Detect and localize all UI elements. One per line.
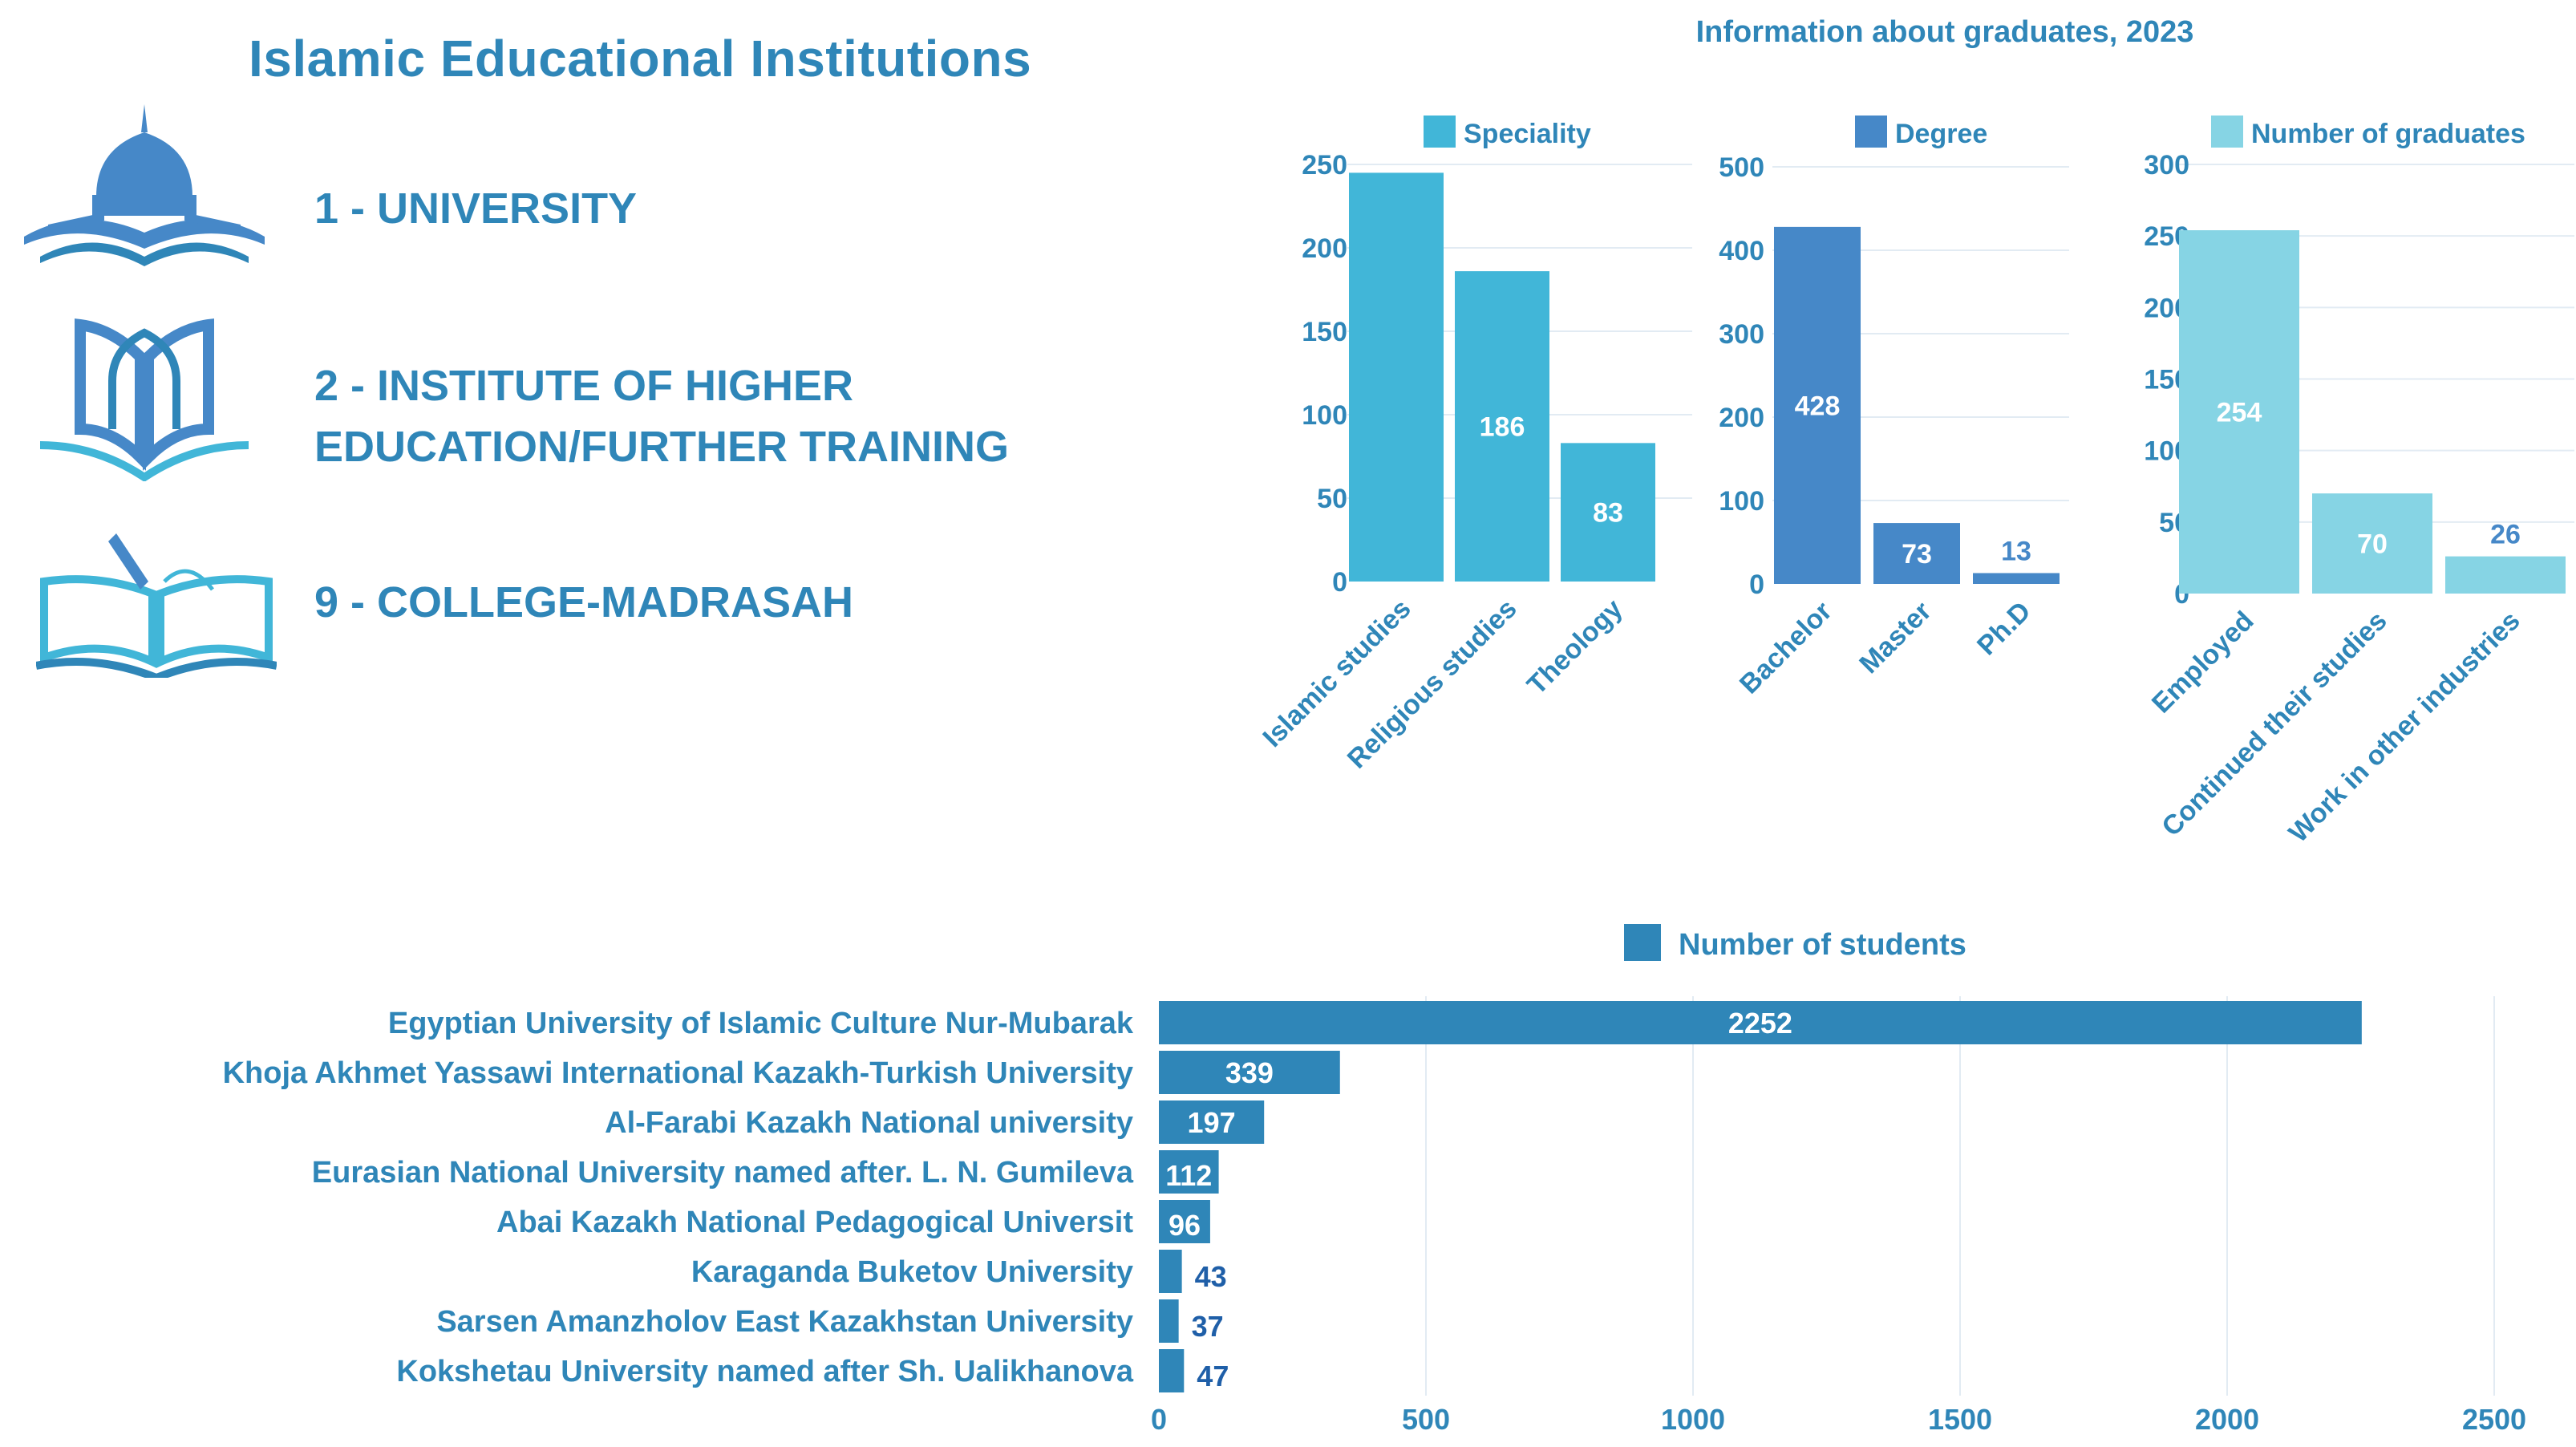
degree-ytick-label: 400 xyxy=(1719,236,1764,266)
speciality-data-label: 186 xyxy=(1480,412,1525,443)
institution-institute-label-line2: EDUCATION/FURTHER TRAINING xyxy=(314,423,1009,471)
students-xtick-label: 0 xyxy=(1151,1403,1167,1436)
speciality-ytick-label: 50 xyxy=(1317,484,1347,514)
mosque-book-icon xyxy=(16,100,273,273)
graduates-charts: Information about graduates, 2023 Specia… xyxy=(1257,15,2574,849)
students-bar xyxy=(1159,1200,1210,1243)
speciality-data-label: 83 xyxy=(1593,498,1623,529)
students-category-label: Abai Kazakh National Pedagogical Univers… xyxy=(496,1206,1133,1239)
students-bar xyxy=(1159,1299,1179,1343)
page-title: Islamic Educational Institutions xyxy=(249,30,1032,87)
degree-ytick-label: 300 xyxy=(1719,319,1764,350)
students-data-label: 339 xyxy=(1225,1056,1274,1089)
students-data-label: 2252 xyxy=(1728,1007,1792,1040)
speciality-bar xyxy=(1455,271,1549,582)
speciality-ytick-label: 150 xyxy=(1302,317,1347,347)
institution-university-label: 1 - UNIVERSITY xyxy=(314,184,638,233)
speciality-category-label: Theology xyxy=(1521,594,1629,701)
degree-ytick-label: 500 xyxy=(1719,152,1764,183)
graduates-data-label: 26 xyxy=(2490,520,2521,550)
speciality-bar xyxy=(1349,172,1444,582)
graduates-data-label: 70 xyxy=(2357,529,2388,560)
graduates-category-label: Work in other industries xyxy=(2283,606,2526,849)
degree-ytick-label: 0 xyxy=(1749,569,1764,600)
students-data-label: 197 xyxy=(1188,1106,1236,1139)
students-bar xyxy=(1159,1250,1182,1293)
students-xtick-label: 1000 xyxy=(1661,1403,1725,1436)
graduates-legend-swatch xyxy=(2211,116,2243,148)
students-data-label: 96 xyxy=(1169,1209,1201,1242)
degree-category-label: Master xyxy=(1853,596,1937,679)
graduates-bar xyxy=(2445,556,2566,594)
students-category-label: Eurasian National University named after… xyxy=(312,1156,1134,1190)
students-bar xyxy=(1159,1349,1185,1392)
speciality-ytick-label: 250 xyxy=(1302,150,1347,180)
degree-ytick-label: 200 xyxy=(1719,403,1764,433)
degree-bar xyxy=(1973,573,2060,584)
students-category-label: Karaganda Buketov University xyxy=(691,1255,1133,1289)
students-data-label: 112 xyxy=(1165,1159,1212,1192)
students-bar xyxy=(1159,1150,1219,1194)
students-data-label: 47 xyxy=(1197,1360,1229,1392)
students-data-label: 37 xyxy=(1192,1310,1224,1343)
graduates-bar xyxy=(2312,493,2432,594)
institution-institute-label-line1: 2 - INSTITUTE OF HIGHER xyxy=(314,362,854,410)
students-bar xyxy=(1159,1100,1265,1144)
degree-category-label: Bachelor xyxy=(1734,596,1838,700)
graduates-data-label: 254 xyxy=(2217,398,2262,428)
speciality-legend-label: Speciality xyxy=(1464,119,1591,149)
students-legend-label: Number of students xyxy=(1679,928,1966,962)
degree-data-label: 428 xyxy=(1795,391,1841,421)
book-pen-icon xyxy=(35,525,277,683)
graduates-category-label: Employed xyxy=(2146,606,2260,719)
students-category-label: Egyptian University of Islamic Culture N… xyxy=(388,1007,1134,1040)
institution-college-label: 9 - COLLEGE-MADRASAH xyxy=(314,578,853,626)
students-chart: Number of students 0 500 1000 1500 2000 2500 Eg… xyxy=(223,924,2526,1436)
degree-legend-label: Degree xyxy=(1895,119,1987,149)
students-xtick-label: 500 xyxy=(1402,1403,1450,1436)
graduates-category-label: Continued their studies xyxy=(2156,606,2392,842)
degree-category-label: Ph.D xyxy=(1971,596,2037,662)
graduates-bar xyxy=(2179,230,2299,594)
students-xtick-label: 2000 xyxy=(2195,1403,2259,1436)
graduates-ytick-label: 300 xyxy=(2144,150,2189,180)
speciality-legend-swatch xyxy=(1424,116,1456,148)
degree-data-label: 13 xyxy=(2001,536,2031,566)
students-xtick-label: 1500 xyxy=(1928,1403,1992,1436)
students-category-label: Kokshetau University named after Sh. Ual… xyxy=(396,1355,1133,1388)
speciality-ytick-label: 0 xyxy=(1332,567,1347,598)
students-category-label: Khoja Akhmet Yassawi International Kazak… xyxy=(223,1056,1133,1090)
graduates-chart: Number of graduates050100150200250300254… xyxy=(2144,116,2574,849)
degree-chart: Degree 0 100 200 300 400 500 428 Bachelor 73 Maste… xyxy=(1719,116,2069,700)
degree-legend-swatch xyxy=(1855,116,1887,148)
graduates-chart-title: Information about graduates, 2023 xyxy=(1696,15,2194,49)
speciality-bar xyxy=(1561,443,1655,582)
graduates-legend-label: Number of graduates xyxy=(2251,119,2525,149)
students-category-label: Al-Farabi Kazakh National university xyxy=(605,1106,1133,1140)
speciality-ytick-label: 100 xyxy=(1302,400,1347,431)
degree-data-label: 73 xyxy=(1902,539,1932,569)
students-bar xyxy=(1159,1001,2362,1044)
students-data-label: 43 xyxy=(1195,1260,1227,1293)
open-book-arch-icon xyxy=(32,309,257,485)
students-category-label: Sarsen Amanzholov East Kazakhstan Univer… xyxy=(436,1305,1133,1339)
students-xtick-label: 2500 xyxy=(2462,1403,2526,1436)
degree-bar xyxy=(1873,523,1960,584)
degree-bar xyxy=(1774,226,1861,584)
students-bar xyxy=(1159,1051,1340,1094)
speciality-ytick-label: 200 xyxy=(1302,233,1347,264)
students-legend-swatch xyxy=(1624,924,1661,961)
degree-ytick-label: 100 xyxy=(1719,486,1764,517)
